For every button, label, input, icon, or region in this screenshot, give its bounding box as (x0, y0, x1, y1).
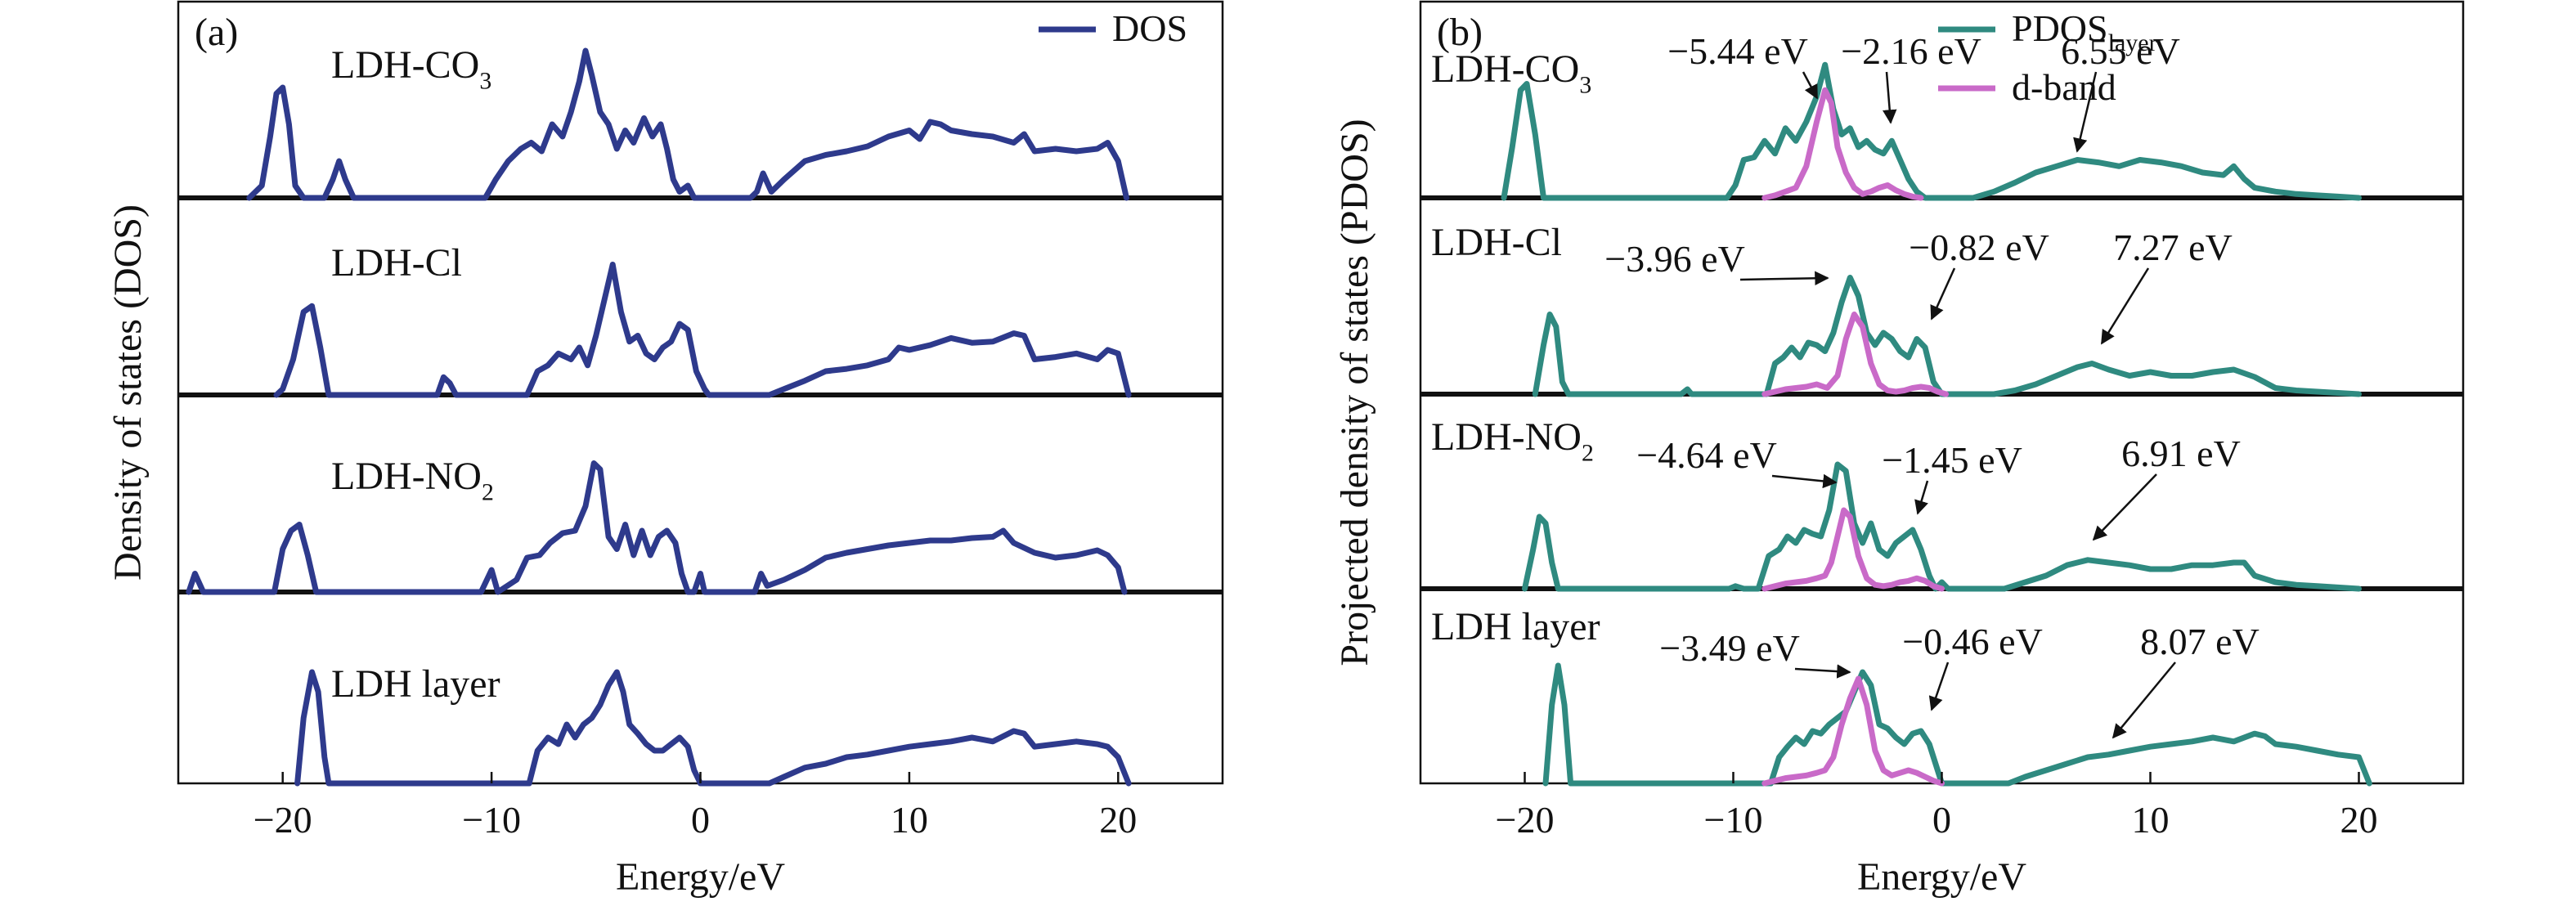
legend-entry: DOS (1112, 7, 1187, 49)
d-band-curve-4 (1761, 675, 1945, 787)
annotation-arrow (1883, 71, 1897, 124)
annotation-energy: −5.44 eV (1667, 30, 1808, 72)
subpanel-label: LDH-Cl (331, 241, 462, 285)
panel-label: (a) (195, 11, 238, 54)
dos-curve-2 (273, 262, 1132, 398)
x-tick-label: 20 (1099, 799, 1137, 841)
annotation-energy: −2.16 eV (1841, 30, 1981, 72)
dos-curve-1 (1501, 61, 2362, 201)
subpanel-label-main: LDH-NO (1431, 415, 1582, 459)
annotation-energy: −1.45 eV (1882, 439, 2022, 481)
subpanel-label: LDH-CO3 (1431, 47, 1591, 98)
x-tick-label: −20 (254, 799, 312, 841)
annotation-arrow (1928, 662, 1950, 711)
subpanel-label: LDH layer (331, 662, 500, 706)
x-tick-label: −10 (1704, 799, 1763, 841)
annotation-arrow (2112, 662, 2176, 739)
annotation-arrow (2092, 473, 2157, 541)
dos-curve-3 (1522, 461, 2362, 592)
subpanel-label-main: LDH-CO (331, 43, 479, 87)
d-band-curve-2 (1761, 312, 1950, 397)
pdos-panel-b: LDH-CO3 LDH-Cl LDH-NO2 LDH layer −20 −10 0 10 20… (1333, 0, 2465, 899)
x-axis-label: Energy/eV (616, 855, 785, 899)
dos-curve-1 (246, 47, 1129, 201)
subpanel-label-subscript: 3 (479, 67, 491, 94)
annotation-energy: −4.64 eV (1636, 434, 1777, 476)
legend: DOS (1039, 7, 1187, 49)
y-axis-label: Projected density of states (PDOS) (1333, 119, 1376, 666)
legend-entry-main: PDOS (2012, 7, 2108, 49)
annotation-arrow (1914, 480, 1929, 515)
subpanel-label: LDH layer (1431, 605, 1600, 648)
dos-panel-a: LDH-CO3 LDH-Cl LDH-NO2 LDH layer −20 −10 0 10 20… (106, 0, 1224, 899)
dos-curve-4 (294, 669, 1132, 787)
subpanel-label-subscript: 2 (1582, 439, 1594, 466)
subpanel-label-main: LDH-CO (1431, 47, 1579, 91)
subpanel-label-main: LDH layer (331, 662, 500, 706)
subpanel-label: LDH-Cl (1431, 221, 1562, 264)
subpanel-label: LDH-NO2 (331, 455, 494, 505)
x-tick-label: 20 (2340, 799, 2378, 841)
y-axis-label: Density of states (DOS) (106, 204, 150, 581)
dos-curve-3 (186, 460, 1128, 595)
x-tick-label: −10 (462, 799, 521, 841)
annotation-energy: 7.27 eV (2113, 226, 2233, 268)
annotation-arrow (2073, 71, 2098, 153)
panel-label: (b) (1437, 11, 1483, 54)
subpanel-label-subscript: 2 (482, 478, 494, 505)
annotation-arrow (1771, 473, 1838, 489)
legend-entry-main: DOS (1112, 7, 1187, 49)
x-tick-label: 10 (891, 799, 928, 841)
legend-entry: d-band (2012, 66, 2116, 108)
legend-entry-main: d-band (2012, 66, 2116, 108)
annotation-arrow (1794, 664, 1851, 679)
annotation-arrow (2100, 267, 2150, 345)
x-tick-label: 0 (1932, 799, 1951, 841)
subpanel-label: LDH-NO2 (1431, 415, 1594, 466)
annotation-arrow (1930, 267, 1956, 321)
subpanel-label-main: LDH-Cl (1431, 221, 1562, 264)
annotation-energy: 6.91 eV (2121, 433, 2241, 474)
annotation-energy: −3.49 eV (1659, 627, 1800, 669)
subpanel-label-main: LDH layer (1431, 605, 1600, 648)
annotation-energy: 6.55 eV (2061, 30, 2180, 72)
annotation-energy: 8.07 eV (2140, 621, 2260, 662)
subpanel-label-main: LDH-NO (331, 455, 482, 498)
x-tick-label: 0 (691, 799, 710, 841)
d-band-curve-1 (1761, 87, 1924, 201)
legend-entry: PDOSlayer (2012, 7, 2157, 56)
dos-curve-4 (1542, 662, 2372, 787)
annotation-energy: −0.82 eV (1909, 226, 2049, 268)
legend-entry-subscript: layer (2108, 29, 2157, 56)
subpanel-label: LDH-CO3 (331, 43, 491, 94)
annotation-energy: −3.96 eV (1604, 238, 1745, 280)
legend: PDOSlayer d-band (1938, 7, 2157, 108)
subpanel-label-subscript: 3 (1579, 71, 1591, 98)
x-tick-label: 10 (2132, 799, 2170, 841)
annotation-arrow (1802, 71, 1819, 100)
dos-curve-2 (1532, 275, 2362, 397)
annotation-arrow (1739, 271, 1829, 286)
subpanel-label-main: LDH-Cl (331, 241, 462, 285)
x-tick-label: −20 (1496, 799, 1555, 841)
annotation-energy: −0.46 eV (1902, 621, 2043, 662)
d-band-curve-3 (1761, 507, 1945, 592)
x-axis-label: Energy/eV (1857, 855, 2026, 899)
